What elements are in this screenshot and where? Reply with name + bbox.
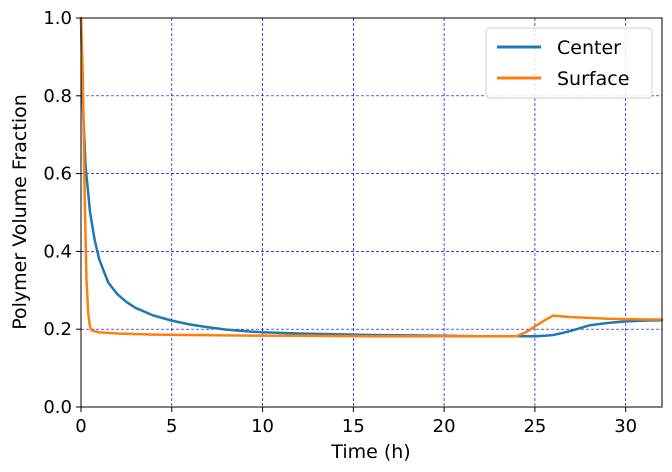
grid-lines — [81, 18, 662, 407]
x-tick-label: 20 — [433, 416, 456, 437]
y-tick-label: 0.6 — [43, 164, 72, 185]
x-tick-label: 30 — [614, 416, 637, 437]
y-axis-label: Polymer Volume Fraction — [9, 94, 31, 330]
y-tick-label: 0.8 — [43, 86, 72, 107]
x-axis-label: Time (h) — [330, 441, 410, 463]
series-line-surface — [79, 16, 664, 338]
tick-marks — [76, 17, 627, 412]
x-tick-label: 10 — [251, 416, 274, 437]
y-tick-label: 1.0 — [43, 8, 72, 29]
legend-label-surface: Surface — [557, 68, 629, 90]
y-tick-label: 0.4 — [43, 241, 72, 262]
tick-labels: 0 5 10 15 20 25 30 0.0 0.2 0.4 0.6 0.8 1.0 — [43, 8, 637, 437]
x-tick-label: 15 — [342, 416, 365, 437]
x-tick-label: 25 — [523, 416, 546, 437]
legend: Center Surface — [485, 27, 653, 99]
plot-frame — [80, 17, 663, 408]
y-tick-label: 0.2 — [43, 319, 72, 340]
y-tick-label: 0.0 — [43, 397, 72, 418]
x-tick-label: 5 — [166, 416, 177, 437]
legend-label-center: Center — [557, 37, 621, 59]
series-lines — [79, 16, 664, 338]
series-line-center — [79, 16, 664, 338]
x-tick-label: 0 — [75, 416, 86, 437]
